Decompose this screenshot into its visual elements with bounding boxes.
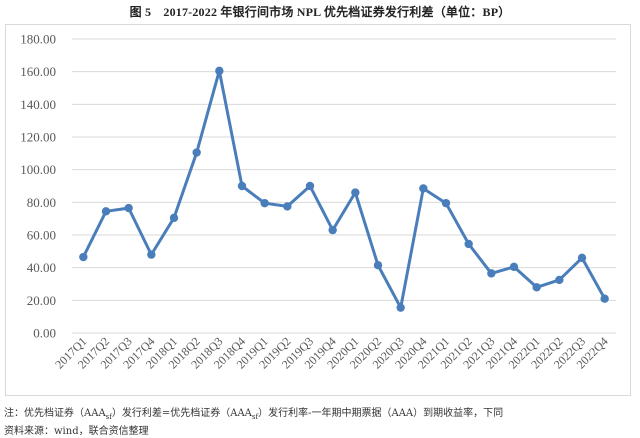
data-point: [328, 225, 337, 235]
y-tick-label: 180.00: [20, 32, 56, 47]
note-text: ）发行利差=优先档证券（AAA: [111, 408, 252, 419]
y-tick-label: 140.00: [20, 97, 56, 112]
data-point: [192, 148, 201, 157]
data-point: [305, 181, 315, 191]
data-source: 资料来源：wind，联合资信整理: [4, 426, 149, 437]
data-point: [79, 252, 88, 262]
data-point: [260, 198, 269, 208]
y-tick-label: 60.00: [27, 228, 56, 243]
y-tick-label: 120.00: [20, 130, 56, 145]
chart-note: 注：优先档证券（AAAsf）发行利差=优先档证券（AAAsf）发行利率-一年期中…: [4, 404, 503, 421]
data-point: [283, 202, 292, 211]
data-point: [124, 203, 133, 213]
y-tick-label: 40.00: [27, 260, 56, 275]
data-point: [169, 213, 179, 223]
data-point: [237, 181, 247, 191]
data-point: [555, 275, 564, 285]
line-chart: 0.00 20.00 40.00 60.00 80.00 100.00 120.00 140.…: [20, 32, 616, 371]
series-line: [81, 69, 607, 310]
gridlines: [72, 38, 616, 334]
y-tick-label: 100.00: [20, 162, 56, 177]
note-text: ）发行利率-一年期中期票据（AAA）到期收益率，下同: [258, 408, 504, 419]
data-point: [532, 283, 541, 292]
note-text: 注：优先档证券（AAA: [4, 408, 106, 419]
note-subscript: sf: [251, 413, 259, 421]
y-tick-label: 80.00: [27, 195, 56, 210]
data-point: [419, 184, 428, 193]
y-tick-label: 20.00: [27, 293, 56, 308]
y-tick-label: 160.00: [20, 64, 56, 79]
chart-title: 图 5 2017-2022 年银行间市场 NPL 优先档证券发行利差（单位：BP…: [129, 5, 511, 19]
data-point: [441, 198, 451, 208]
data-point: [147, 250, 156, 259]
data-point: [351, 188, 360, 197]
data-point: [101, 207, 111, 216]
x-axis-ticks: 2017Q12017Q22017Q32017Q42018Q12018Q22018…: [52, 334, 611, 371]
note-subscript: sf: [105, 413, 112, 421]
data-point: [373, 261, 383, 270]
data-point: [509, 262, 519, 272]
data-point: [215, 66, 224, 76]
data-point: [464, 239, 473, 249]
data-point: [396, 303, 405, 312]
data-markers: [79, 66, 609, 312]
y-tick-label: 0.00: [33, 326, 56, 341]
y-axis-ticks: 0.00 20.00 40.00 60.00 80.00 100.00 120.00 140.…: [20, 32, 56, 341]
data-point: [487, 269, 496, 278]
data-point: [600, 294, 609, 303]
data-point: [577, 253, 587, 263]
